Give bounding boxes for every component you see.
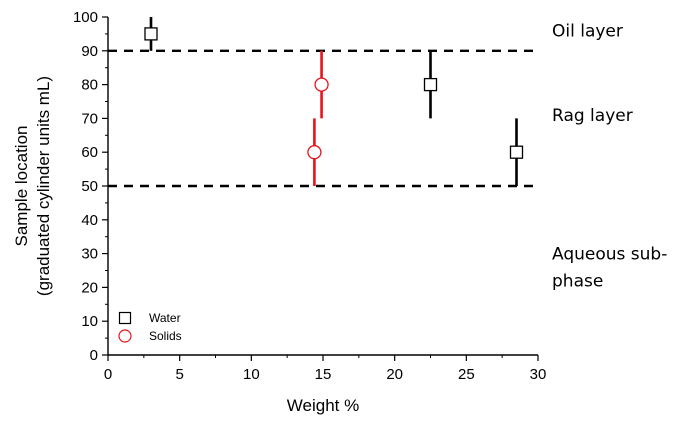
y-tick-label: 60: [81, 144, 98, 161]
y-axis-label-line-1: Sample location: [12, 126, 31, 247]
y-tick-label: 40: [81, 212, 98, 229]
water-point: [509, 145, 524, 159]
y-tick-label: 80: [81, 77, 98, 94]
region-label-2-line-0: Aqueous sub-: [552, 245, 667, 265]
x-tick-label: 0: [104, 366, 112, 383]
y-tick-label: 50: [81, 178, 98, 195]
region-label-2-line-1: phase: [552, 272, 603, 292]
water-point: [423, 77, 438, 92]
reference-lines: [108, 49, 538, 188]
y-tick-label: 100: [73, 9, 98, 26]
y-tick-label: 90: [81, 43, 98, 60]
labels: Weight % Sample location (graduated cylind…: [12, 22, 667, 415]
solids-point: [307, 145, 322, 160]
legend-solids-marker: [118, 329, 132, 343]
legend-solids-label: Solids: [149, 329, 182, 343]
data-marks: [144, 17, 524, 186]
y-axis-label-line-2: (graduated cylinder units mL): [34, 76, 53, 296]
y-tick-label: 0: [90, 347, 98, 364]
legend-water-marker: [118, 311, 132, 325]
legend: Water Solids: [118, 311, 182, 343]
x-tick-label: 5: [175, 366, 183, 383]
y-tick-label: 20: [81, 279, 98, 296]
y-tick-label: 30: [81, 246, 98, 263]
x-axis-label: Weight %: [287, 396, 359, 415]
region-label-0-line-0: Oil layer: [552, 22, 623, 42]
x-tick-label: 15: [315, 366, 332, 383]
solids-point: [314, 77, 329, 92]
x-tick-label: 20: [386, 366, 403, 383]
water-point: [144, 27, 158, 41]
y-tick-label: 10: [81, 313, 98, 330]
ticks: 0 5 10 15 20 25 30 0 10 20 30 40 50 60 70 80 90 100: [73, 9, 546, 383]
x-tick-label: 30: [530, 366, 547, 383]
y-tick-label: 70: [81, 110, 98, 127]
legend-water-label: Water: [149, 311, 181, 325]
x-tick-label: 10: [243, 366, 260, 383]
x-tick-label: 25: [458, 366, 475, 383]
region-label-1-line-0: Rag layer: [552, 106, 633, 126]
